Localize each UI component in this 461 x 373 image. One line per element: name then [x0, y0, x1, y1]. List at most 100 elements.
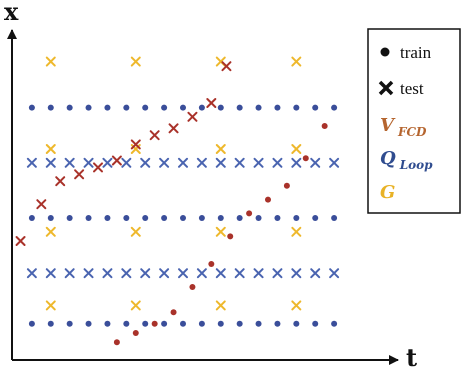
point-train-train-26	[198, 215, 205, 221]
point-test-g-15	[291, 300, 302, 311]
point-train-train-1	[47, 104, 54, 111]
point-test-v-fcd-5	[111, 155, 122, 166]
point-test-g-13	[291, 144, 302, 154]
point-train-train-12	[255, 104, 262, 111]
point-test-q-loop-24	[159, 268, 170, 279]
point-train-train-40	[142, 320, 149, 327]
point-test-q-loop-10	[215, 157, 226, 168]
legend-train-dot-icon	[380, 47, 390, 57]
point-train-train-47	[274, 320, 281, 327]
point-train-v-fcd-6	[227, 233, 234, 240]
point-test-q-loop-33	[329, 268, 340, 279]
point-train-train-6	[142, 104, 149, 111]
point-train-train-50	[331, 320, 338, 327]
point-train-train-45	[236, 320, 243, 327]
legend-g-label: G	[380, 182, 395, 203]
point-test-v-fcd-7	[149, 130, 160, 141]
legend-q-loop-subscript: Loop	[399, 158, 433, 172]
point-train-v-fcd-1	[132, 330, 139, 336]
point-train-train-0	[28, 104, 35, 111]
point-test-g-11	[215, 300, 226, 311]
point-test-q-loop-28	[234, 268, 245, 279]
x-axis-label: t	[406, 343, 417, 372]
point-test-v-fcd-4	[93, 162, 103, 173]
legend-v-fcd-label: V FCD	[380, 115, 427, 139]
point-test-q-loop-13	[272, 157, 283, 168]
point-test-q-loop-14	[291, 157, 302, 168]
legend-test-label: test	[400, 79, 424, 98]
point-test-q-loop-12	[253, 157, 264, 168]
point-test-g-10	[215, 226, 226, 237]
point-test-v-fcd-0	[15, 236, 26, 246]
point-test-q-loop-6	[140, 157, 151, 168]
point-train-train-21	[104, 215, 111, 221]
point-test-q-loop-19	[64, 268, 75, 279]
legend-box	[367, 28, 461, 214]
point-test-g-2	[45, 226, 56, 237]
point-test-q-loop-9	[196, 157, 207, 168]
point-test-q-loop-1	[45, 157, 56, 168]
point-train-train-35	[47, 320, 54, 327]
point-train-train-36	[66, 320, 73, 327]
point-test-q-loop-31	[291, 268, 302, 279]
point-train-train-31	[293, 215, 300, 221]
point-test-q-loop-23	[140, 268, 151, 279]
point-test-q-loop-30	[272, 268, 283, 279]
point-test-v-fcd-11	[221, 61, 232, 72]
point-train-v-fcd-5	[208, 261, 215, 267]
point-test-q-loop-3	[83, 157, 94, 168]
legend-v-fcd-symbol: V	[380, 115, 396, 136]
point-train-v-fcd-4	[189, 284, 196, 290]
point-train-train-34	[28, 320, 35, 327]
point-train-train-13	[274, 104, 281, 111]
point-test-q-loop-17	[26, 268, 37, 279]
point-train-train-46	[255, 320, 262, 327]
point-test-q-loop-11	[234, 157, 245, 168]
point-train-train-9	[198, 104, 205, 111]
point-test-q-loop-5	[121, 157, 132, 168]
point-test-q-loop-2	[64, 157, 75, 168]
legend-q-loop-symbol: Q	[380, 148, 396, 169]
point-train-train-28	[236, 215, 243, 221]
point-train-train-2	[66, 104, 73, 111]
point-test-g-7	[130, 300, 141, 311]
point-train-train-10	[217, 104, 224, 111]
point-test-g-4	[130, 56, 141, 67]
point-train-train-39	[123, 320, 130, 327]
point-train-train-5	[123, 104, 130, 111]
point-test-v-fcd-10	[206, 98, 217, 108]
point-train-train-44	[217, 320, 224, 327]
point-train-train-3	[85, 104, 92, 111]
point-train-train-43	[198, 320, 205, 327]
legend-g-symbol: G	[380, 182, 395, 203]
point-train-train-14	[293, 104, 300, 111]
y-axis-label: x	[4, 0, 19, 26]
point-train-train-15	[312, 104, 319, 111]
point-test-q-loop-8	[178, 157, 188, 168]
point-train-v-fcd-0	[113, 339, 120, 346]
point-test-q-loop-29	[253, 268, 264, 279]
point-test-g-9	[215, 144, 226, 154]
point-train-train-38	[104, 320, 111, 327]
point-train-train-4	[104, 104, 111, 111]
point-train-v-fcd-11	[321, 123, 328, 129]
point-train-train-30	[274, 215, 281, 221]
point-train-train-41	[161, 320, 168, 327]
point-train-train-17	[28, 215, 35, 221]
point-test-q-loop-25	[178, 268, 188, 279]
legend-q-loop-label: Q Loop	[380, 148, 433, 172]
point-train-train-18	[47, 215, 54, 221]
point-train-train-42	[180, 320, 186, 327]
point-test-q-loop-22	[121, 268, 132, 279]
point-train-train-32	[312, 215, 319, 221]
point-train-v-fcd-7	[246, 210, 253, 217]
point-train-train-11	[236, 104, 243, 111]
point-train-train-48	[293, 320, 300, 327]
point-test-g-1	[45, 144, 56, 154]
legend-v-fcd-subscript: FCD	[397, 125, 427, 139]
point-test-q-loop-7	[159, 157, 170, 168]
point-test-v-fcd-2	[55, 176, 66, 187]
point-train-train-23	[142, 215, 149, 221]
point-train-v-fcd-10	[302, 155, 309, 162]
point-test-v-fcd-6	[130, 139, 141, 150]
